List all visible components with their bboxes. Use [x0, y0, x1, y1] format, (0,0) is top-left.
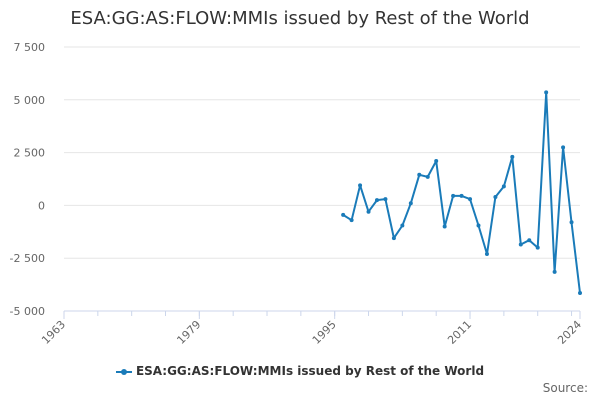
series-layer	[341, 90, 582, 296]
y-tick-label: 7 500	[14, 41, 46, 54]
legend-marker-icon	[115, 367, 132, 377]
data-point[interactable]	[459, 193, 464, 198]
data-point[interactable]	[383, 197, 388, 202]
data-point[interactable]	[476, 223, 481, 228]
y-tick-label: 0	[38, 199, 45, 212]
data-point[interactable]	[425, 174, 430, 179]
data-point[interactable]	[501, 184, 506, 189]
legend-label: ESA:GG:AS:FLOW:MMIs issued by Rest of th…	[135, 364, 485, 378]
data-point[interactable]	[535, 245, 540, 250]
data-point[interactable]	[408, 201, 413, 206]
chart-title: ESA:GG:AS:FLOW:MMIs issued by Rest of th…	[70, 8, 530, 29]
data-point[interactable]	[578, 291, 582, 296]
y-tick-label: -5 000	[10, 305, 45, 318]
data-point[interactable]	[569, 220, 574, 225]
source-label: Source:	[542, 381, 588, 395]
data-point[interactable]	[451, 193, 456, 198]
x-axis	[63, 310, 581, 319]
data-point[interactable]	[468, 197, 473, 202]
data-point[interactable]	[374, 198, 379, 203]
y-tick-label: 5 000	[14, 94, 46, 107]
data-point[interactable]	[434, 159, 439, 164]
data-point[interactable]	[510, 154, 515, 159]
data-point[interactable]	[391, 236, 396, 241]
x-tick-label: 2024	[555, 318, 584, 347]
x-tick-label: 1979	[174, 318, 203, 347]
x-tick-label: 1995	[310, 318, 339, 347]
data-point[interactable]	[544, 90, 549, 95]
data-point[interactable]	[358, 183, 363, 188]
data-point[interactable]	[349, 218, 354, 223]
x-tick-label: 1963	[39, 318, 68, 347]
data-point[interactable]	[366, 209, 371, 214]
x-tick-label: 2011	[445, 318, 474, 347]
legend[interactable]: ESA:GG:AS:FLOW:MMIs issued by Rest of th…	[0, 364, 600, 378]
series-line	[342, 91, 581, 294]
data-point[interactable]	[341, 212, 346, 217]
tick-labels: -5 000 -2 500 0 2 500 5 000 7 500 1963 1979 1995…	[10, 41, 585, 347]
data-point[interactable]	[442, 224, 447, 229]
data-point[interactable]	[561, 145, 566, 150]
data-point[interactable]	[484, 251, 489, 256]
data-point[interactable]	[527, 238, 532, 243]
y-tick-label: -2 500	[10, 252, 45, 265]
y-tick-label: 2 500	[14, 147, 46, 160]
data-point[interactable]	[552, 269, 557, 274]
data-point[interactable]	[417, 172, 422, 177]
data-point[interactable]	[400, 223, 405, 228]
gridlines	[64, 46, 580, 312]
data-point[interactable]	[493, 194, 498, 199]
data-point[interactable]	[518, 242, 523, 247]
legend-dot	[120, 368, 127, 375]
